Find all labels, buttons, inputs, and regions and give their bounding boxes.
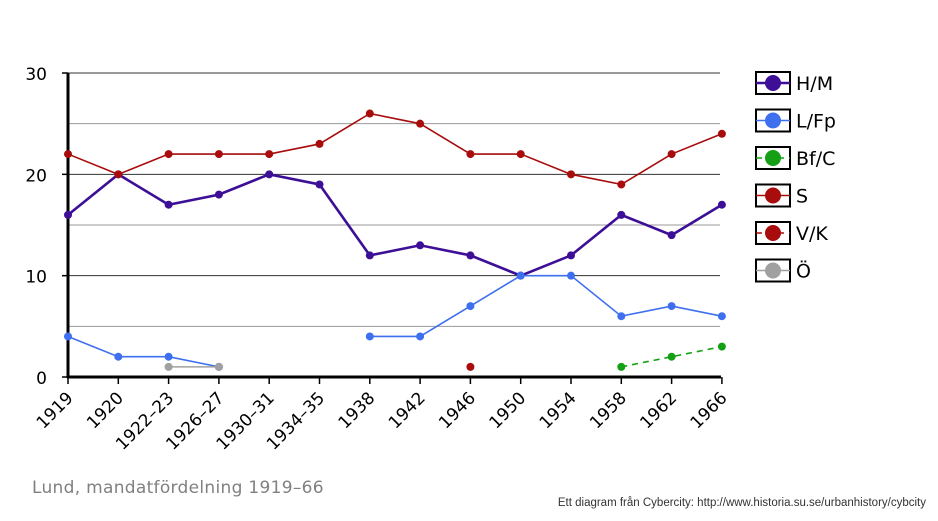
legend-label: Bf/C xyxy=(796,148,835,170)
data-point xyxy=(717,129,726,138)
y-tick-label: 0 xyxy=(36,369,47,389)
legend: H/M L/Fp Bf/C S V/K Ö xyxy=(755,71,836,283)
data-point xyxy=(667,231,676,240)
data-point xyxy=(164,150,173,159)
legend-item: H/M xyxy=(755,71,833,95)
series-layer xyxy=(64,109,726,371)
x-tick-label: 1920 xyxy=(83,388,128,433)
data-point xyxy=(164,352,173,361)
legend-swatch-marker xyxy=(765,112,781,129)
data-point xyxy=(617,180,626,189)
data-point xyxy=(214,362,223,371)
data-point xyxy=(365,109,374,118)
y-tick-label: 20 xyxy=(25,166,47,186)
legend-swatch-marker xyxy=(765,225,781,241)
data-point xyxy=(466,362,475,371)
data-point xyxy=(265,150,274,159)
data-point xyxy=(365,251,374,260)
data-point xyxy=(114,352,123,361)
x-tick-label: 1942 xyxy=(385,388,430,433)
series-- xyxy=(164,362,223,371)
data-point xyxy=(717,200,726,209)
data-point xyxy=(64,332,72,341)
series-l-fp xyxy=(64,271,726,371)
legend-item: Ö xyxy=(755,258,811,283)
series-s xyxy=(64,109,726,189)
data-point xyxy=(667,352,676,361)
x-tick-label: 1962 xyxy=(636,388,681,433)
series-v-k xyxy=(466,362,475,371)
legend-swatch-marker xyxy=(765,262,781,279)
data-point xyxy=(416,119,425,128)
data-point xyxy=(516,150,525,159)
data-point xyxy=(617,362,626,371)
source-credit: Ett diagram från Cybercity: http://www.h… xyxy=(557,497,926,509)
x-tick-label: 1950 xyxy=(486,388,531,433)
data-point xyxy=(365,332,374,341)
x-tick-label: 1954 xyxy=(536,388,581,433)
chart-caption: Lund, mandatfördelning 1919–66 xyxy=(32,478,324,498)
legend-label: L/Fp xyxy=(796,111,836,133)
legend-item: Bf/C xyxy=(755,146,835,170)
data-point xyxy=(717,342,726,351)
data-point xyxy=(214,150,223,159)
legend-item: S xyxy=(755,183,808,208)
data-point xyxy=(617,312,626,321)
data-point xyxy=(717,312,726,321)
series-line xyxy=(67,172,723,278)
series-line xyxy=(369,274,723,338)
legend-label: H/M xyxy=(796,73,833,95)
data-point xyxy=(516,271,525,280)
series-bf-c xyxy=(617,342,726,371)
grid-lines xyxy=(68,72,720,327)
data-point xyxy=(416,332,425,341)
x-tick-label: 1946 xyxy=(435,388,480,433)
data-point xyxy=(567,170,575,179)
legend-label: S xyxy=(796,186,808,208)
y-tick-label: 30 xyxy=(25,65,47,85)
x-tick-label: 1919 xyxy=(33,388,78,433)
legend-item: L/Fp xyxy=(755,108,836,133)
series-line xyxy=(67,112,723,186)
data-point xyxy=(617,210,626,219)
data-point xyxy=(466,302,475,311)
x-tick-label: 1938 xyxy=(335,388,380,433)
data-point xyxy=(466,150,475,159)
data-point xyxy=(114,170,123,179)
data-point xyxy=(315,139,324,148)
legend-label: Ö xyxy=(796,260,811,283)
legend-swatch-marker xyxy=(765,150,781,166)
data-point xyxy=(567,271,575,280)
data-point xyxy=(265,170,274,179)
data-point xyxy=(416,241,425,250)
data-point xyxy=(466,251,475,260)
data-point xyxy=(667,302,676,311)
series-line xyxy=(67,335,220,368)
data-point xyxy=(164,200,173,209)
data-point xyxy=(64,210,72,219)
data-point xyxy=(315,180,324,189)
data-point xyxy=(667,150,676,159)
y-tick-label: 10 xyxy=(25,268,47,288)
data-point xyxy=(164,362,173,371)
x-tick-label: 1966 xyxy=(687,388,732,433)
legend-item: V/K xyxy=(755,221,828,245)
legend-label: V/K xyxy=(796,223,828,245)
data-point xyxy=(64,150,72,159)
data-point xyxy=(567,251,575,260)
data-point xyxy=(214,190,223,199)
legend-swatch-marker xyxy=(765,75,781,91)
legend-swatch-marker xyxy=(765,187,781,204)
x-tick-label: 1958 xyxy=(586,388,631,433)
